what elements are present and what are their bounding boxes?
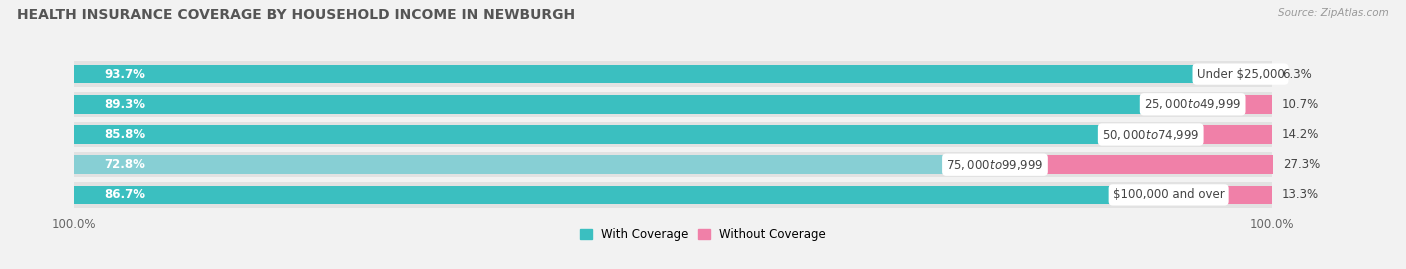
- Text: 14.2%: 14.2%: [1282, 128, 1319, 141]
- Bar: [1197, 65, 1272, 83]
- Bar: [75, 182, 1272, 208]
- Text: 27.3%: 27.3%: [1282, 158, 1320, 171]
- Bar: [946, 155, 1274, 174]
- Text: 85.8%: 85.8%: [104, 128, 145, 141]
- Text: $50,000 to $74,999: $50,000 to $74,999: [1102, 128, 1199, 141]
- Text: 100.0%: 100.0%: [52, 218, 96, 231]
- Text: HEALTH INSURANCE COVERAGE BY HOUSEHOLD INCOME IN NEWBURGH: HEALTH INSURANCE COVERAGE BY HOUSEHOLD I…: [17, 8, 575, 22]
- Text: Under $25,000: Under $25,000: [1197, 68, 1285, 81]
- Bar: [75, 152, 1272, 177]
- Text: 93.7%: 93.7%: [104, 68, 145, 81]
- Legend: With Coverage, Without Coverage: With Coverage, Without Coverage: [575, 223, 831, 246]
- Bar: [75, 186, 1112, 204]
- Bar: [75, 122, 1272, 147]
- Text: Source: ZipAtlas.com: Source: ZipAtlas.com: [1278, 8, 1389, 18]
- Bar: [75, 65, 1197, 83]
- Text: 89.3%: 89.3%: [104, 98, 145, 111]
- Text: 100.0%: 100.0%: [1250, 218, 1295, 231]
- Bar: [75, 95, 1144, 114]
- Text: $100,000 and over: $100,000 and over: [1112, 188, 1225, 201]
- Text: 13.3%: 13.3%: [1282, 188, 1319, 201]
- Text: 86.7%: 86.7%: [104, 188, 145, 201]
- Bar: [75, 125, 1102, 144]
- Text: 72.8%: 72.8%: [104, 158, 145, 171]
- Text: 10.7%: 10.7%: [1282, 98, 1319, 111]
- Bar: [1144, 95, 1272, 114]
- Text: $75,000 to $99,999: $75,000 to $99,999: [946, 158, 1043, 172]
- Bar: [1102, 125, 1272, 144]
- Bar: [75, 92, 1272, 117]
- Bar: [1112, 186, 1272, 204]
- Text: $25,000 to $49,999: $25,000 to $49,999: [1144, 97, 1241, 111]
- Bar: [75, 155, 946, 174]
- Text: 6.3%: 6.3%: [1282, 68, 1312, 81]
- Bar: [75, 61, 1272, 87]
